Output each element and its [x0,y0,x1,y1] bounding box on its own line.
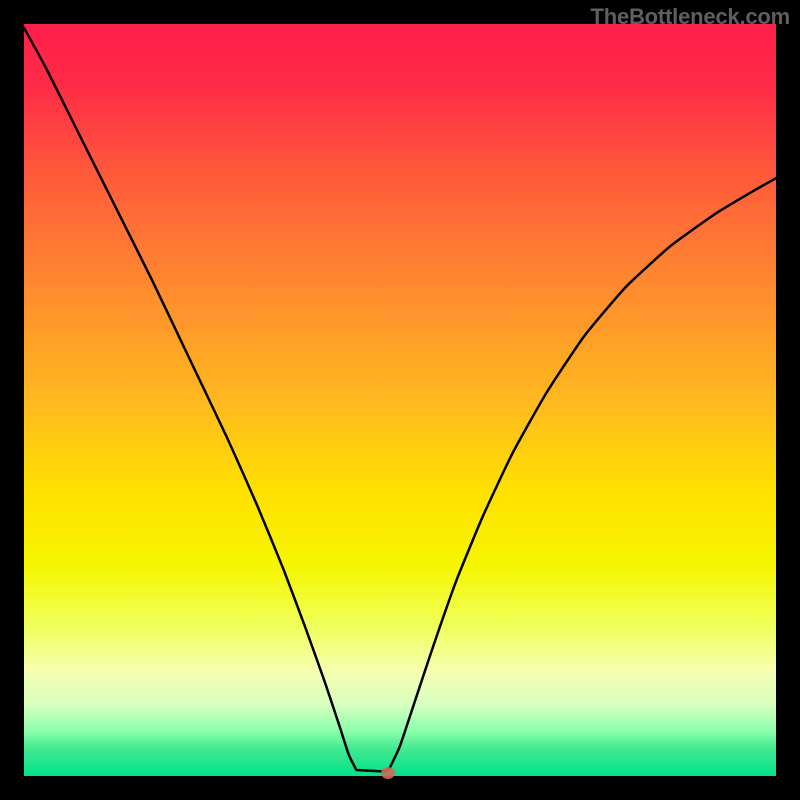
chart-background [24,24,776,776]
optimal-point-marker [381,767,395,779]
bottleneck-curve-chart [0,0,800,800]
chart-container: TheBottleneck.com [0,0,800,800]
watermark-text: TheBottleneck.com [590,4,790,30]
